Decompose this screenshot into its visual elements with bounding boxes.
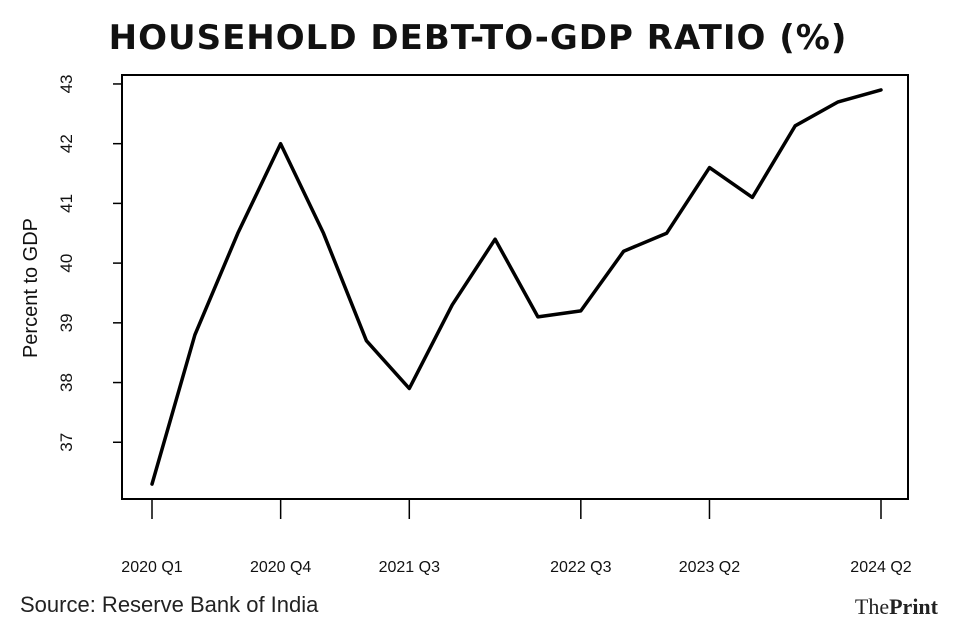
y-axis-label: Percent to GDP: [20, 218, 42, 358]
x-tick-label: 2022 Q3: [550, 559, 611, 576]
y-tick-label: 41: [57, 194, 76, 213]
y-axis: 37 38 39 40 41 42 43: [57, 74, 122, 452]
series-line: [150, 88, 883, 486]
data-points: [150, 88, 883, 486]
x-tick-label: 2024 Q2: [850, 559, 911, 576]
x-axis: 2020 Q1 2020 Q4 2021 Q3 2022 Q3 2023 Q2 2024 …: [121, 499, 912, 576]
source-note: Source: Reserve Bank of India: [20, 592, 319, 617]
y-tick-label: 40: [57, 254, 76, 273]
x-tick-label: 2021 Q3: [379, 559, 440, 576]
logo-the: The: [854, 594, 890, 619]
theprint-logo: ThePrint: [855, 594, 938, 620]
x-tick-label: 2020 Q4: [250, 559, 311, 576]
y-tick-label: 39: [57, 313, 76, 332]
y-tick-label: 38: [57, 373, 76, 392]
x-tick-label: 2023 Q2: [679, 559, 740, 576]
x-tick-label: 2020 Q1: [121, 559, 182, 576]
y-tick-label: 42: [57, 134, 76, 153]
chart-title: HOUSEHOLD DEBT-TO-GDP RATIO (%): [108, 18, 848, 58]
y-tick-label: 37: [57, 433, 76, 452]
logo-print: Print: [889, 594, 938, 619]
plot-frame: [121, 74, 909, 500]
y-tick-label: 43: [57, 74, 76, 93]
